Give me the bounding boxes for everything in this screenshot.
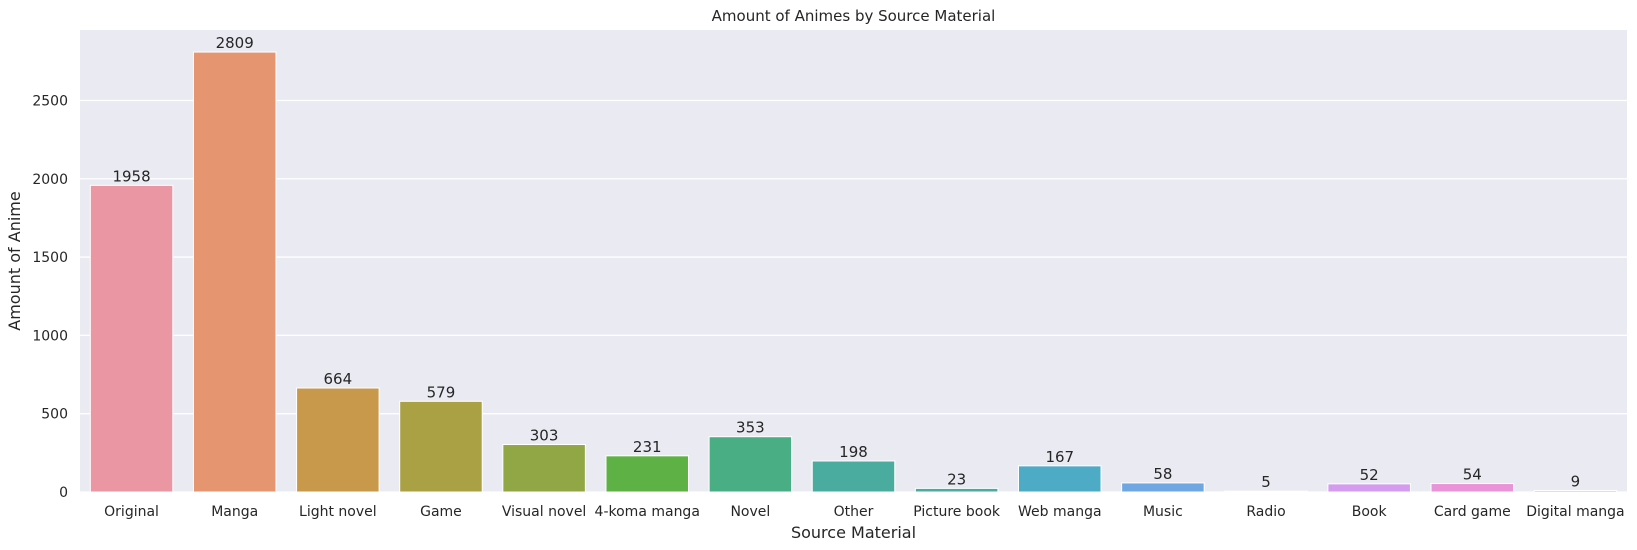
data-label: 167 [1045,448,1074,466]
bar [708,436,793,493]
bar [914,487,999,493]
data-label: 23 [947,470,966,488]
bar [1018,465,1102,493]
x-tick-label: Visual novel [502,504,586,520]
bar [192,51,277,493]
data-label: 5 [1261,473,1271,491]
bar [1224,490,1308,493]
x-axis-title: Source Material [791,523,916,542]
x-tick-label: Manga [211,504,258,520]
x-tick-label: Original [104,504,159,520]
data-label: 664 [324,370,353,388]
chart-title: Amount of Animes by Source Material [712,7,996,25]
bar [1121,482,1205,493]
y-axis-title: Amount of Anime [5,191,24,330]
x-tick-label: Digital manga [1526,504,1624,520]
x-tick-label: Music [1143,504,1183,520]
data-label: 1958 [112,167,150,185]
x-tick-label: Picture book [913,504,1001,520]
x-tick-label: Game [420,504,462,520]
x-tick-label: Radio [1246,504,1285,520]
x-tick-label: Light novel [299,504,377,520]
x-tick-label: Novel [730,504,770,520]
data-label: 231 [633,438,662,456]
y-tick-label: 1500 [32,250,68,266]
bar [296,387,380,493]
data-label: 2809 [216,34,254,52]
data-label: 54 [1463,466,1482,484]
x-tick-label: 4-koma manga [595,504,700,520]
data-label: 9 [1571,473,1581,491]
bar [89,184,174,493]
data-label: 579 [427,383,456,401]
bar [399,400,483,493]
y-tick-label: 2000 [32,172,68,188]
bar [811,460,896,493]
data-labels: 1958 2809 664 579 303 231 353 198 23 167 58 5 52 54 9 [112,34,1580,491]
x-tick-label: Card game [1434,504,1511,520]
data-label: 198 [839,443,868,461]
data-label: 303 [530,427,559,445]
bar [1430,483,1515,493]
data-label: 52 [1360,466,1379,484]
y-tick-label: 0 [59,485,68,501]
x-tick-label: Book [1352,504,1388,520]
bar [1327,483,1411,493]
bars [89,51,1618,493]
y-tick-label: 2500 [32,93,68,109]
data-label: 353 [736,419,765,437]
x-tick-label: Other [834,504,874,520]
bar [502,444,586,493]
x-tick-labels: Original Manga Light novel Game Visual novel… [104,504,1624,520]
y-tick-label: 500 [41,407,68,423]
x-tick-label: Web manga [1018,504,1102,520]
bar [605,455,689,493]
y-tick-label: 1000 [32,328,68,344]
bar [1533,490,1618,493]
data-label: 58 [1153,465,1172,483]
y-tick-labels: 0 500 1000 1500 2000 2500 [32,93,68,501]
